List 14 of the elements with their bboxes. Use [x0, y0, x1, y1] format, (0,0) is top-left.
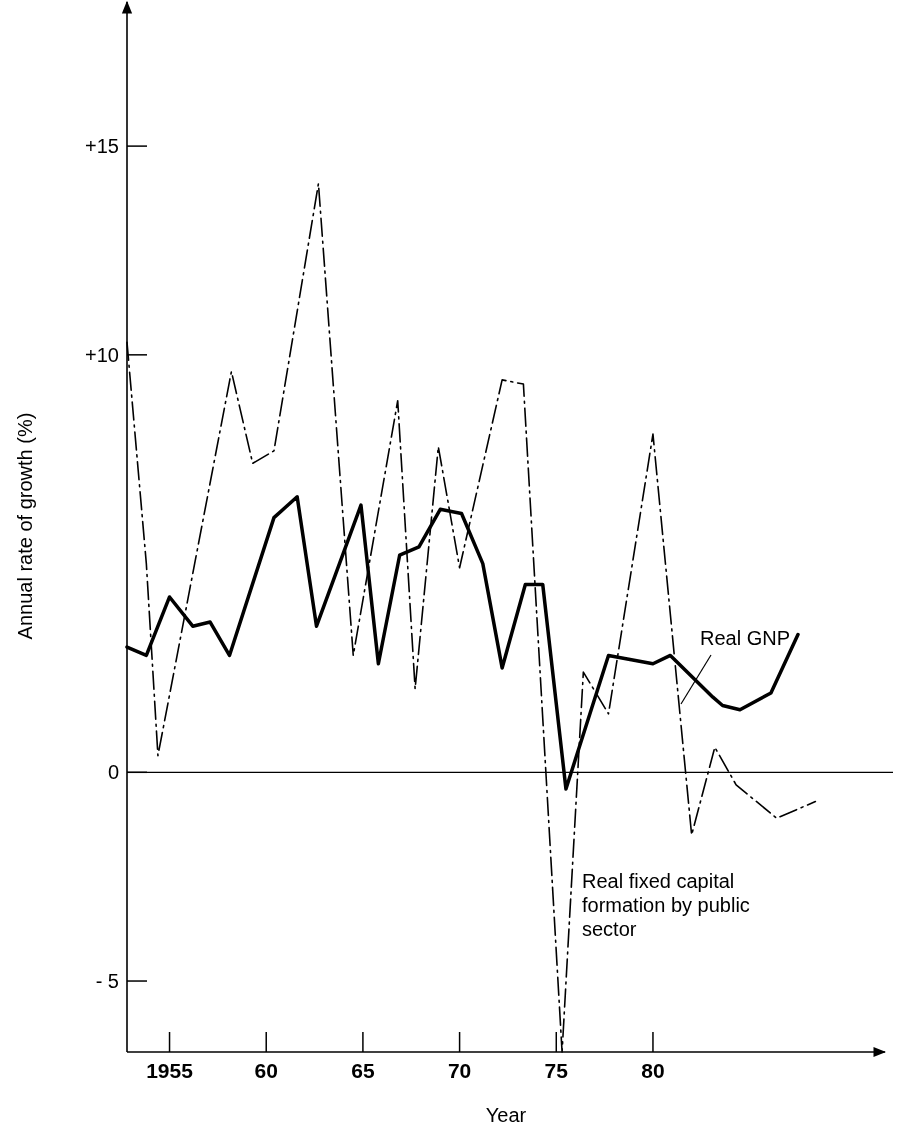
y-tick-label: 0	[107, 761, 119, 784]
x-tick-label: 60	[254, 1059, 278, 1082]
x-tick-label: 80	[641, 1059, 665, 1082]
x-tick-label: 70	[447, 1059, 472, 1082]
x-tick-label: 65	[351, 1059, 375, 1082]
series-label: Real fixed capital formation by public sector	[582, 870, 750, 940]
x-axis-title: Year	[485, 1104, 527, 1126]
y-axis-title: Annual rate of growth (%)	[14, 412, 36, 640]
y-tick-label: - 5	[95, 970, 119, 993]
y-tick-label: +15	[85, 135, 119, 158]
x-tick-label: 1955	[146, 1059, 194, 1082]
series-label: Real GNP	[700, 627, 791, 649]
x-tick-label: 75	[544, 1059, 569, 1082]
y-tick-label: +10	[85, 343, 119, 366]
